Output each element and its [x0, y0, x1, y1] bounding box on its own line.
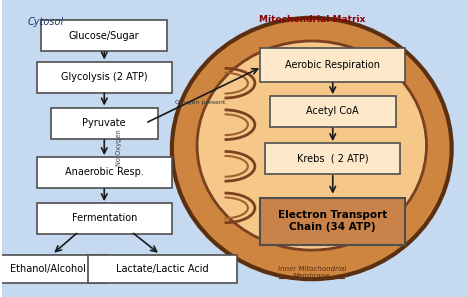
FancyBboxPatch shape [37, 203, 172, 234]
FancyBboxPatch shape [88, 255, 237, 283]
Text: Pyruvate: Pyruvate [82, 118, 126, 128]
Text: Glucose/Sugar: Glucose/Sugar [69, 31, 139, 41]
Text: No Oxygen: No Oxygen [116, 129, 122, 166]
Text: Inner Mitochondrial
Membrane: Inner Mitochondrial Membrane [278, 266, 346, 279]
Text: Krebs  ( 2 ATP): Krebs ( 2 ATP) [297, 154, 369, 164]
Text: Aerobic Respiration: Aerobic Respiration [285, 60, 380, 70]
FancyBboxPatch shape [37, 62, 172, 93]
Text: Oxygen present: Oxygen present [175, 100, 225, 105]
Text: Anaerobic Resp.: Anaerobic Resp. [65, 167, 144, 177]
FancyBboxPatch shape [37, 157, 172, 188]
Text: Cytosol: Cytosol [27, 17, 64, 27]
FancyBboxPatch shape [41, 20, 167, 51]
FancyBboxPatch shape [51, 108, 158, 139]
Text: Fermentation: Fermentation [72, 213, 137, 223]
Text: Glycolysis (2 ATP): Glycolysis (2 ATP) [61, 72, 147, 82]
FancyBboxPatch shape [0, 255, 107, 283]
Ellipse shape [172, 18, 452, 279]
Text: Lactate/Lactic Acid: Lactate/Lactic Acid [116, 264, 209, 274]
Text: Electron Transport
Chain (34 ATP): Electron Transport Chain (34 ATP) [278, 211, 388, 232]
FancyBboxPatch shape [261, 198, 405, 245]
Text: Acetyl CoA: Acetyl CoA [307, 106, 359, 116]
Ellipse shape [197, 41, 426, 250]
FancyBboxPatch shape [261, 48, 405, 82]
FancyBboxPatch shape [270, 96, 396, 127]
Text: Ethanol/Alcohol: Ethanol/Alcohol [10, 264, 86, 274]
Text: Mitochondrial Matrix: Mitochondrial Matrix [259, 15, 365, 24]
FancyBboxPatch shape [265, 143, 401, 175]
